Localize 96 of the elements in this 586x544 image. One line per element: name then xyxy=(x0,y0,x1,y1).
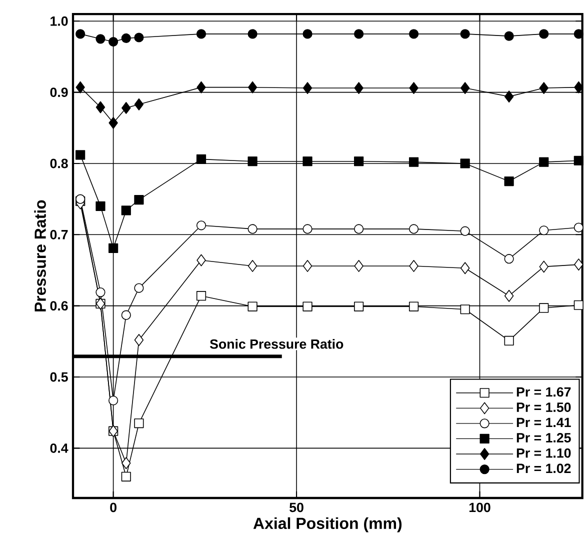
y-tick-label: 0.4 xyxy=(50,443,68,453)
point xyxy=(574,156,584,166)
point xyxy=(134,194,144,205)
point xyxy=(460,82,470,94)
point xyxy=(409,260,418,272)
point xyxy=(539,157,549,167)
point xyxy=(504,90,514,103)
point xyxy=(504,254,514,264)
point xyxy=(302,156,312,166)
y-tick-label: 0.5 xyxy=(50,372,68,382)
point xyxy=(196,29,206,39)
point xyxy=(96,34,106,44)
point xyxy=(504,176,514,186)
y-tick-label: 1.0 xyxy=(50,16,68,26)
point xyxy=(96,201,106,211)
legend-label: Pr = 1.02 xyxy=(516,464,571,474)
point xyxy=(196,254,206,266)
point xyxy=(196,291,206,301)
point xyxy=(121,310,131,320)
point xyxy=(302,29,312,39)
y-tick-label: 0.9 xyxy=(50,88,68,98)
point xyxy=(539,303,549,313)
point xyxy=(196,154,206,164)
point xyxy=(121,206,131,216)
point xyxy=(134,418,144,428)
point xyxy=(248,260,258,272)
point xyxy=(539,260,548,273)
point xyxy=(248,156,258,166)
y-tick-label: 0.8 xyxy=(50,158,68,168)
point xyxy=(134,334,144,346)
point xyxy=(539,29,549,39)
x-tick-label: 50 xyxy=(290,502,304,512)
point xyxy=(408,224,419,234)
point xyxy=(121,472,131,482)
point xyxy=(76,29,86,39)
point xyxy=(460,29,470,39)
point xyxy=(574,29,584,39)
point xyxy=(408,302,419,312)
point xyxy=(504,336,514,346)
legend-label: Pr = 1.67 xyxy=(516,387,571,397)
point xyxy=(108,396,118,406)
point xyxy=(302,302,312,312)
point xyxy=(248,224,258,234)
point xyxy=(408,157,419,167)
point xyxy=(76,81,85,94)
annotation: Sonic Pressure Ratio xyxy=(210,338,344,349)
point xyxy=(122,102,131,114)
point xyxy=(302,260,312,272)
point xyxy=(574,258,584,271)
point xyxy=(196,220,206,230)
point xyxy=(134,32,144,42)
point xyxy=(408,29,419,39)
point xyxy=(302,82,312,94)
point xyxy=(460,262,470,274)
point xyxy=(504,290,514,302)
point xyxy=(354,29,364,39)
point xyxy=(248,29,258,39)
point xyxy=(108,36,118,47)
point xyxy=(196,81,206,94)
point xyxy=(302,224,312,234)
point xyxy=(108,243,118,253)
legend-label: Pr = 1.25 xyxy=(516,433,571,442)
point xyxy=(574,222,584,232)
point xyxy=(409,82,418,94)
point xyxy=(134,283,144,293)
point xyxy=(504,31,514,41)
point xyxy=(539,226,549,236)
point xyxy=(354,82,364,94)
legend-label: Pr = 1.41 xyxy=(516,418,571,428)
x-tick-label: 100 xyxy=(469,502,490,512)
point xyxy=(354,156,364,166)
point xyxy=(460,226,470,236)
point xyxy=(539,82,548,94)
point xyxy=(354,260,364,272)
point xyxy=(108,116,118,129)
y-axis-title: Pressure Ratio xyxy=(34,200,46,312)
legend-label: Pr = 1.50 xyxy=(516,402,571,412)
x-axis-title: Axial Position (mm) xyxy=(253,517,402,532)
point xyxy=(460,304,470,314)
y-tick-label: 0.6 xyxy=(50,301,68,311)
point xyxy=(460,158,470,168)
legend-label: Pr = 1.10 xyxy=(516,448,571,458)
point xyxy=(354,302,364,312)
point xyxy=(96,101,106,114)
x-tick-label: 0 xyxy=(110,502,116,512)
point xyxy=(76,150,86,160)
point xyxy=(96,288,106,298)
point xyxy=(354,224,364,234)
point xyxy=(122,457,131,470)
point xyxy=(121,33,131,44)
point xyxy=(248,81,258,94)
point xyxy=(248,302,258,312)
point xyxy=(134,98,144,110)
point xyxy=(574,300,584,310)
point xyxy=(574,81,584,94)
y-tick-label: 0.7 xyxy=(50,230,68,240)
